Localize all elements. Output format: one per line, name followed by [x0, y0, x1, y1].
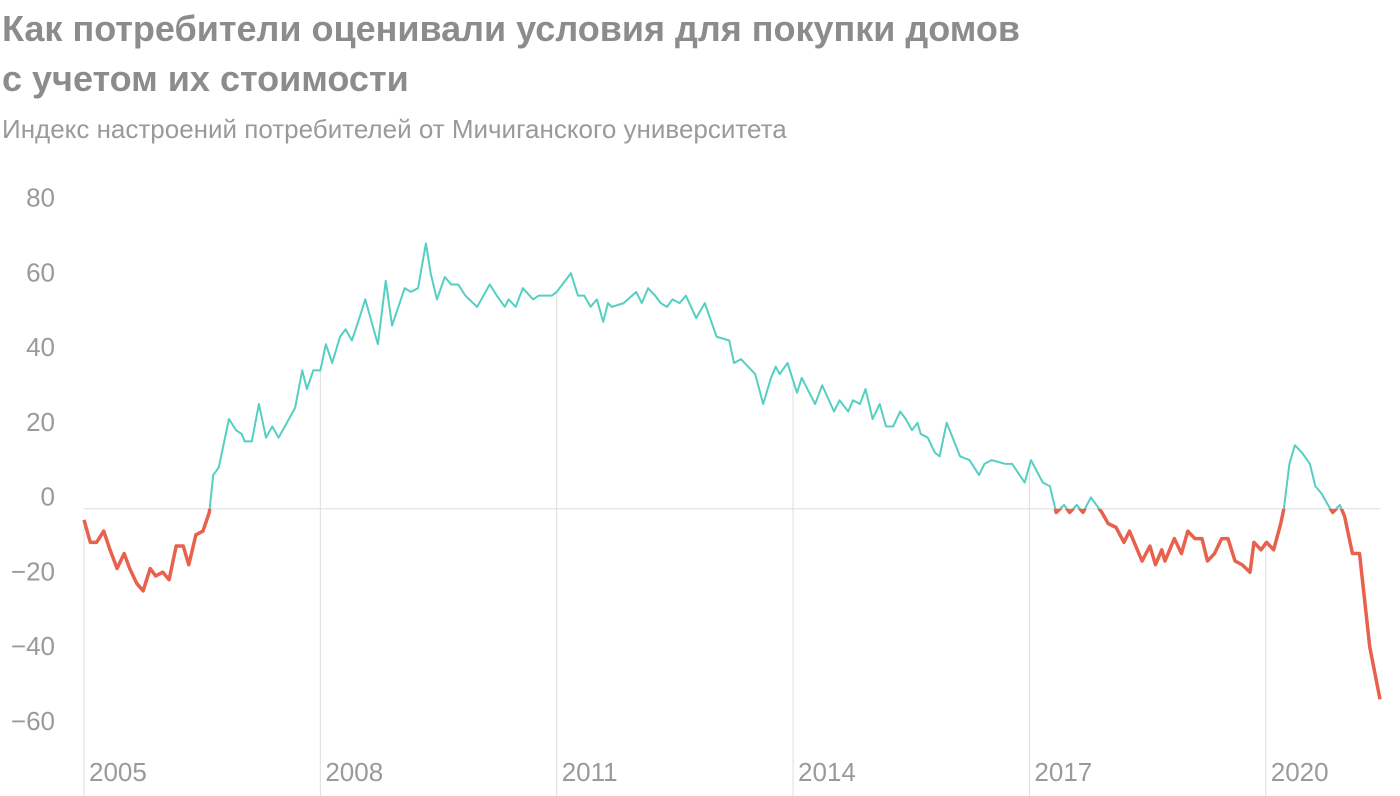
- data-line-positive: [208, 242, 1343, 509]
- x-tick-label: 2005: [89, 757, 147, 787]
- x-tick-label: 2017: [1034, 757, 1092, 787]
- x-tick-label: 2020: [1271, 757, 1329, 787]
- y-tick-label: 40: [26, 332, 55, 362]
- y-tick-label: −60: [11, 706, 55, 736]
- y-tick-label: 60: [26, 257, 55, 287]
- x-tick-label: 2011: [562, 757, 618, 787]
- title-line: с учетом их стоимости: [2, 58, 409, 99]
- y-tick-label: 80: [26, 183, 55, 213]
- y-tick-label: 20: [26, 407, 55, 437]
- y-tick-label: −20: [11, 556, 55, 586]
- x-tick-label: 2014: [798, 757, 856, 787]
- title-line: Как потребители оценивали условия для по…: [2, 8, 1021, 49]
- chart-subtitle: Индекс настроений потребителей от Мичига…: [2, 114, 787, 144]
- y-tick-label: −40: [11, 631, 55, 661]
- chart-title: Как потребители оценивали условия для по…: [2, 4, 1020, 104]
- data-line-negative: [82, 508, 1382, 700]
- y-tick-label: 0: [41, 482, 55, 512]
- x-tick-label: 2008: [325, 757, 383, 787]
